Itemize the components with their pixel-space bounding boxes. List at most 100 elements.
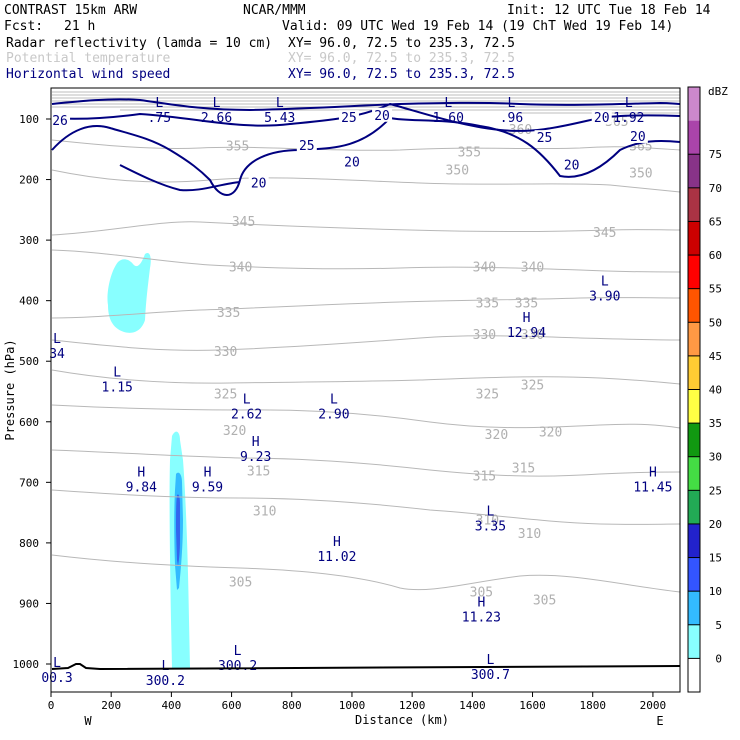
extremum-type: L bbox=[330, 393, 338, 408]
fcst-value: 21 h bbox=[64, 19, 95, 34]
colorbar-swatch bbox=[688, 187, 700, 222]
colorbar-swatch bbox=[688, 456, 700, 491]
theta-label: 340 bbox=[473, 260, 496, 275]
colorbar-swatch bbox=[688, 355, 700, 390]
extremum-type: H bbox=[252, 435, 260, 450]
colorbar-swatch bbox=[688, 624, 700, 659]
theta-label: 310 bbox=[518, 527, 541, 542]
colorbar-label: 25 bbox=[709, 484, 722, 497]
colorbar-label: 40 bbox=[709, 384, 722, 397]
theta-label: 325 bbox=[521, 378, 544, 393]
y-tick-label: 400 bbox=[19, 295, 39, 308]
colorbar-label: 60 bbox=[709, 249, 722, 262]
wind-label-bg bbox=[341, 154, 362, 169]
plot-frame bbox=[50, 87, 681, 693]
extremum-type: L bbox=[213, 96, 221, 111]
colorbar-label: 75 bbox=[709, 148, 722, 161]
x-axis-label: Distance (km) bbox=[355, 713, 449, 727]
wind-label-bg bbox=[338, 110, 359, 125]
extremum-type: L bbox=[234, 644, 242, 659]
wind-label: 25 bbox=[299, 139, 315, 154]
theta-label: 340 bbox=[521, 260, 544, 275]
fcst-label: Fcst: bbox=[4, 19, 43, 34]
theta-labels: 355 355 350 350 345 345 340 340 340 335 335 335 330 3… bbox=[214, 115, 653, 608]
extremum-value: 11.45 bbox=[633, 480, 672, 495]
colorbar-label: 65 bbox=[709, 215, 722, 228]
colorbar-label: 35 bbox=[709, 417, 722, 430]
extremum-value: 00.3 bbox=[41, 671, 72, 686]
extremum-type: L bbox=[161, 659, 169, 674]
theta-contour-310 bbox=[51, 489, 681, 525]
field-name-theta: Potential temperature bbox=[6, 51, 171, 66]
wind-label: 26 bbox=[52, 114, 68, 129]
extremum-value: 5.43 bbox=[264, 111, 295, 126]
extremum-type: L bbox=[444, 96, 452, 111]
model-title: CONTRAST 15km ARW bbox=[4, 3, 137, 18]
x-tick-label: 1000 bbox=[339, 699, 366, 712]
extremum-type: L bbox=[625, 96, 633, 111]
y-tick-label: 700 bbox=[19, 476, 39, 489]
reflectivity-layer bbox=[107, 252, 190, 668]
colorbar-swatch bbox=[688, 87, 700, 121]
extremum-type: L bbox=[113, 365, 121, 380]
colorbar-swatch bbox=[688, 658, 700, 692]
x-tick-label: 1200 bbox=[399, 699, 426, 712]
theta-label: 315 bbox=[247, 464, 270, 479]
theta-contours bbox=[51, 139, 681, 593]
extremum-value: 1.92 bbox=[613, 111, 644, 126]
theta-contour-305 bbox=[51, 554, 681, 593]
colorbar-swatch bbox=[688, 120, 700, 155]
x-tick-label: 1600 bbox=[519, 699, 546, 712]
theta-label: 310 bbox=[476, 513, 499, 528]
wind-label-bg bbox=[50, 113, 71, 128]
theta-label: 335 bbox=[476, 297, 499, 312]
extremum-value: 1.60 bbox=[433, 111, 464, 126]
plot-area: 355 355 350 350 345 345 340 340 340 335 335 335 330 3… bbox=[41, 87, 681, 693]
extremum-type: L bbox=[601, 275, 609, 290]
theta-contour-320 bbox=[51, 404, 681, 429]
y-tick-label: 1000 bbox=[13, 658, 40, 671]
wind-label-bg bbox=[591, 110, 612, 125]
extremum-type: L bbox=[53, 656, 61, 671]
extremum-value: 2.66 bbox=[201, 111, 232, 126]
theta-label: 330 bbox=[214, 345, 237, 360]
colorbar-swatch bbox=[688, 557, 700, 592]
y-tick-label: 300 bbox=[19, 234, 39, 247]
field-name-wind: Horizontal wind speed bbox=[6, 67, 170, 82]
theta-label: 335 bbox=[217, 306, 240, 321]
theta-label: 350 bbox=[446, 163, 469, 178]
colorbar-label: 55 bbox=[709, 283, 722, 296]
extremum-value: 9.23 bbox=[240, 450, 271, 465]
extremum-value: 2.62 bbox=[231, 408, 262, 423]
colorbar: 0 5 10 15 20 25 30 35 40 45 50 55 60 65 70 75 bbox=[687, 86, 722, 693]
colorbar-label: 15 bbox=[709, 552, 722, 565]
extremum-type: L bbox=[486, 653, 494, 668]
theta-label: 345 bbox=[593, 226, 616, 241]
extremum-value: .75 bbox=[148, 111, 171, 126]
extremum-type: H bbox=[523, 311, 531, 326]
colorbar-label: 45 bbox=[709, 350, 722, 363]
theta-upper-band bbox=[52, 91, 680, 114]
theta-label: 355 bbox=[226, 139, 249, 154]
theta-label: 340 bbox=[229, 260, 252, 275]
colorbar-swatch bbox=[688, 591, 700, 625]
extremum-value: 300.2 bbox=[218, 659, 257, 674]
plot-background bbox=[51, 88, 680, 692]
extremum-value: 1.15 bbox=[102, 380, 133, 395]
field-xy-theta: XY= 96.0, 72.5 to 235.3, 72.5 bbox=[288, 51, 515, 66]
colorbar-swatch bbox=[688, 255, 700, 289]
theta-contour-325 bbox=[51, 369, 681, 385]
wind-label: 20 bbox=[594, 111, 610, 126]
theta-label: 320 bbox=[485, 428, 508, 443]
theta-contour-345 bbox=[51, 221, 681, 236]
theta-label: 330 bbox=[521, 328, 544, 343]
extremum-value: 300.7 bbox=[471, 668, 510, 683]
colorbar-label: 70 bbox=[709, 182, 722, 195]
extrema-labels: L.75L2.66L5.43L1.60L.96L1.92L3.90H12.94L… bbox=[41, 96, 672, 689]
field-name-reflectivity: Radar reflectivity (lamda = 10 cm) bbox=[6, 36, 272, 51]
extremum-type: L bbox=[243, 393, 251, 408]
extremum-value: 3.90 bbox=[589, 290, 620, 305]
theta-label: 305 bbox=[229, 575, 252, 590]
colorbar-swatch bbox=[688, 221, 700, 256]
wind-label: 20 bbox=[251, 177, 267, 192]
